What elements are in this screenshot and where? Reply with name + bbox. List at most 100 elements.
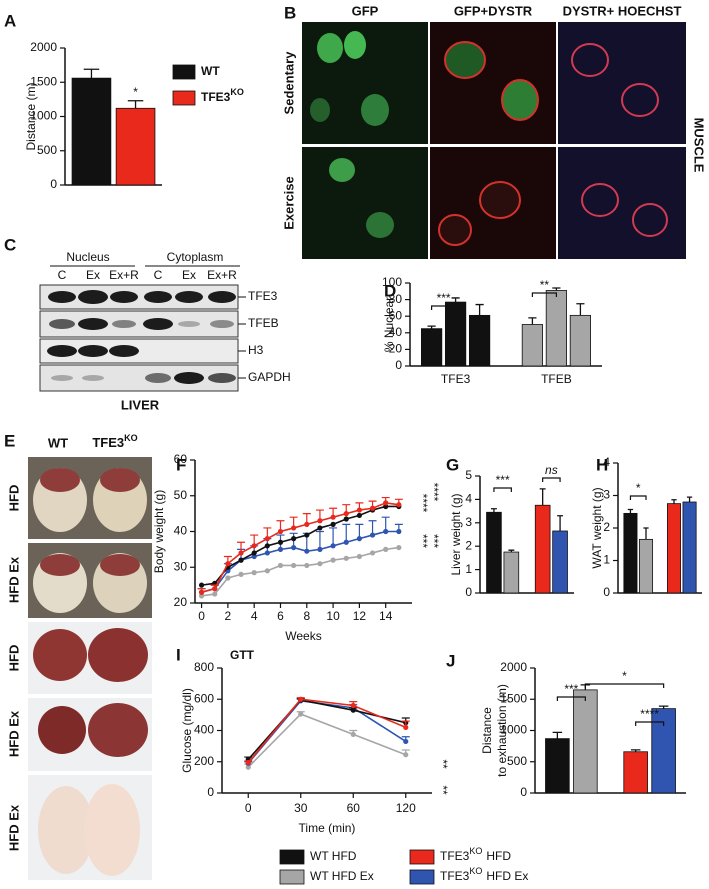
x-tick-label: 0 [198,609,205,623]
label-text: TFE3 [201,90,231,104]
bar [420,328,443,367]
y-tick-label: 4 [465,492,472,506]
y-tick-label: 40 [174,524,188,538]
y-tick-label: 1000 [30,109,57,123]
data-point [264,543,270,549]
data-point [298,711,304,717]
error-bar [451,297,460,303]
series-line [201,546,399,597]
y-tick-label: 2000 [500,660,527,674]
data-point [277,546,284,552]
band-label: TFE3 [248,289,278,303]
y-tick-label: 60 [389,308,403,322]
band-label: TFEB [248,316,279,330]
lane-label: Ex [86,268,100,282]
y-tick-label: 0 [207,785,214,799]
legend-swatch [279,869,305,885]
data-point [356,536,362,542]
series-line [247,698,407,764]
group-label: Nucleus [66,250,109,264]
y-tick-label: 2000 [30,40,57,54]
label: WT [201,64,220,78]
row-label: Exercise [281,176,296,230]
panel-label: G [446,455,459,474]
data-point [198,589,205,595]
y-tick-label: 1 [465,562,472,576]
label-text: TFE3 [92,435,124,450]
data-point [251,570,257,576]
error-bar [539,488,546,506]
row-label: HFD Ex [6,556,21,603]
data-point [238,571,244,578]
data-point [198,593,205,599]
data-point [264,536,270,542]
data-point [291,562,297,569]
data-point [343,555,349,561]
data-point [264,568,270,574]
legend-swatch [409,849,435,865]
x-tick-label: 12 [353,609,367,623]
panel-label: H [596,455,608,474]
bar [623,512,638,594]
bar [444,301,467,367]
column-label: TFE3KO [92,433,137,450]
row-label: HFD Ex [6,710,21,757]
column-label: GFP+DYSTR [454,3,533,18]
data-point [277,539,284,545]
legend-swatch [279,849,305,865]
panel-label: D [384,281,396,300]
data-point [304,548,310,554]
error-bar [576,303,585,316]
legend-swatch [409,869,435,885]
label-sup: KO [469,866,482,876]
significance-label: * [636,481,641,495]
tissue-label: LIVER [121,397,160,412]
data-point [396,544,402,551]
x-tick-label: 14 [379,609,393,623]
x-tick-label: 8 [303,609,310,623]
y-axis-label: % Nuclear [382,297,396,352]
data-point [369,532,376,538]
data-point [383,503,389,510]
row-label: HFD Ex [6,804,21,851]
lane-label: Ex+R [207,268,237,282]
error-bar [83,68,100,79]
significance-label: *** [437,291,451,305]
data-point [369,550,376,556]
bar [468,314,491,367]
label: TFE3KO HFD Ex [440,866,528,883]
label-text: TFE3 [440,849,470,863]
data-point [225,561,231,567]
lane-label: C [58,268,67,282]
y-tick-label: 0 [395,358,402,372]
data-point [304,532,310,538]
data-point [291,544,297,551]
lane-label: C [154,268,163,282]
data-point [403,724,409,730]
y-tick-label: 3 [603,488,610,502]
panel-label: A [4,11,16,30]
label-text: WT HFD Ex [310,869,374,883]
significance-bracket [584,683,665,688]
y-axis-label: WAT weight (g) [590,487,604,568]
data-point [317,561,323,567]
lane-label: Ex [182,268,196,282]
data-point [330,514,336,520]
panel-label: E [4,431,15,450]
bar [545,290,568,367]
data-point [304,562,310,569]
y-tick-label: 600 [194,691,214,705]
data-point [317,546,323,552]
data-point [212,591,218,597]
panel-label: C [4,235,16,254]
significance-bracket [629,495,647,500]
y-axis-label: to exhaustion (m) [495,684,509,777]
error-bar [528,317,537,325]
lane-label: Ex+R [109,268,139,282]
data-point [317,525,323,531]
data-point [198,582,205,588]
y-tick-label: 20 [389,342,403,356]
bar [552,530,568,594]
x-tick-label: 4 [251,609,258,623]
y-tick-label: 800 [194,660,214,674]
